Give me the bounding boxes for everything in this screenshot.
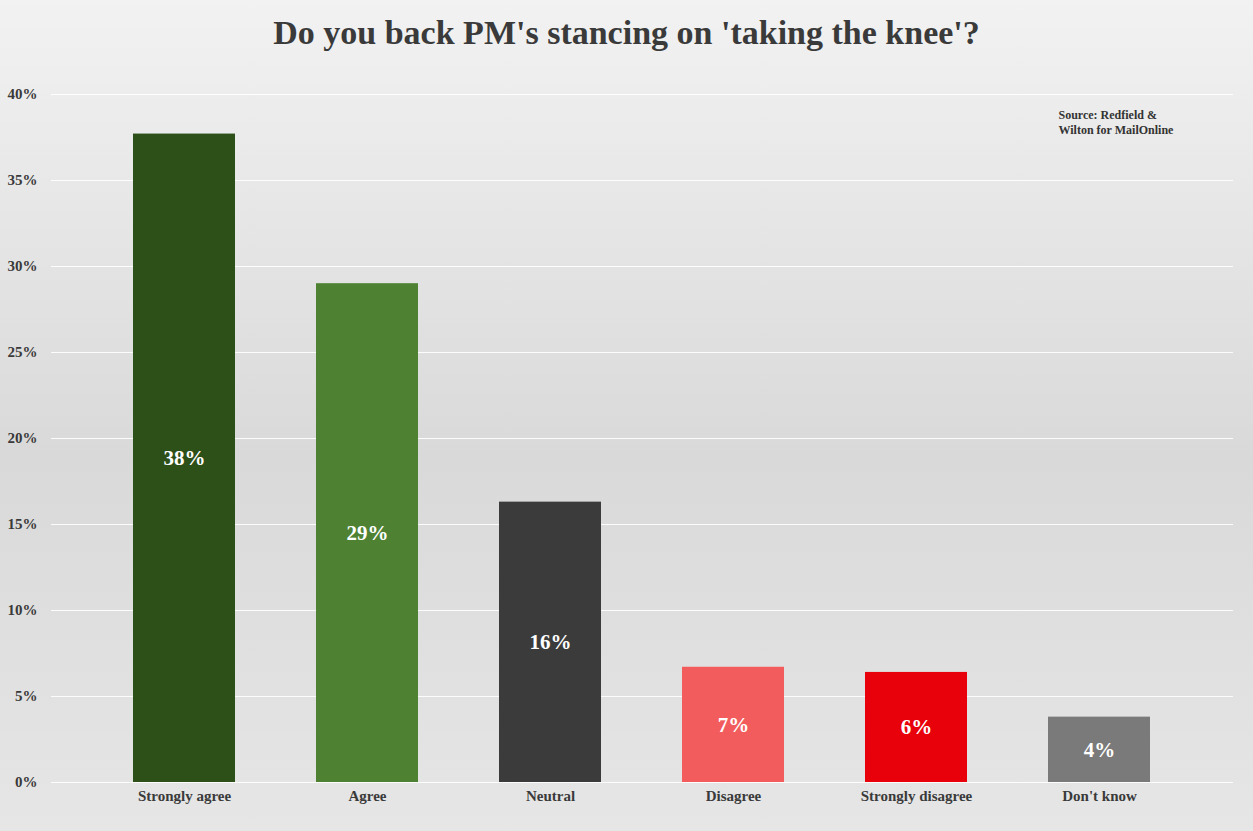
svg-text:Disagree: Disagree	[706, 788, 762, 804]
svg-text:25%: 25%	[8, 344, 38, 360]
svg-text:16%: 16%	[530, 630, 572, 654]
svg-text:29%: 29%	[347, 521, 389, 545]
svg-text:38%: 38%	[164, 446, 206, 470]
svg-text:40%: 40%	[8, 86, 38, 102]
svg-text:15%: 15%	[8, 516, 38, 532]
svg-text:Strongly disagree: Strongly disagree	[861, 788, 973, 804]
svg-text:Don't know: Don't know	[1062, 788, 1137, 804]
svg-text:Agree: Agree	[348, 788, 386, 804]
html-text:Do you back PM's stancing on ': Do you back PM's stancing on 'taking the…	[273, 14, 980, 51]
svg-text:6%: 6%	[901, 715, 933, 739]
svg-text:Source: Redfield &Wilton for M: Source: Redfield &Wilton for MailOnline	[1059, 108, 1175, 137]
svg-text:20%: 20%	[8, 430, 38, 446]
svg-text:Strongly agree: Strongly agree	[138, 788, 232, 804]
svg-text:10%: 10%	[8, 602, 38, 618]
svg-text:7%: 7%	[718, 713, 750, 737]
svg-text:4%: 4%	[1084, 738, 1116, 762]
svg-text:Neutral: Neutral	[526, 788, 575, 804]
svg-text:30%: 30%	[8, 258, 38, 274]
svg-text:35%: 35%	[8, 172, 38, 188]
svg-text:5%: 5%	[15, 688, 38, 704]
svg-text:0%: 0%	[15, 774, 38, 790]
